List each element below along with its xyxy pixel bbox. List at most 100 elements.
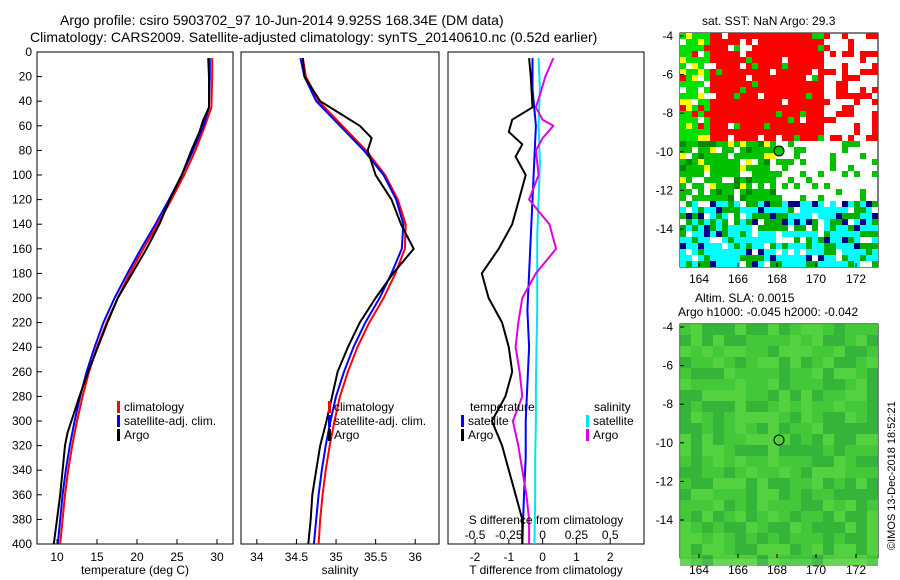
sst-pixel: [686, 117, 692, 123]
sla-cell: [702, 533, 713, 544]
sla-cell: [691, 511, 702, 522]
sst-pixel: [758, 177, 764, 183]
sst-pixel: [770, 75, 776, 81]
sst-pixel: [758, 69, 764, 75]
sst-pixel: [848, 237, 854, 243]
sst-pixel: [728, 231, 734, 237]
sst-pixel: [788, 33, 794, 39]
sla-cell: [867, 401, 878, 412]
sst-pixel: [692, 93, 698, 99]
sst-pixel: [848, 39, 854, 45]
x-tick-label: 2: [607, 550, 614, 564]
sla-cell: [713, 511, 724, 522]
sla-cell: [735, 555, 746, 566]
sst-pixel: [812, 135, 818, 141]
legend-t-argo: Argo: [468, 428, 494, 442]
sst-pixel: [860, 195, 866, 201]
sla-cell: [790, 500, 801, 511]
sst-pixel: [800, 207, 806, 213]
sst-pixel: [818, 69, 824, 75]
sla-cell: [801, 335, 812, 346]
sst-pixel: [740, 237, 746, 243]
sst-pixel: [758, 189, 764, 195]
sst-pixel: [776, 51, 782, 57]
sst-pixel: [794, 237, 800, 243]
sst-pixel: [800, 105, 806, 111]
sst-pixel: [842, 219, 848, 225]
sla-cell: [757, 522, 768, 533]
sst-pixel: [752, 99, 758, 105]
sla-cell: [790, 511, 801, 522]
sst-pixel: [872, 231, 878, 237]
sst-pixel: [734, 183, 740, 189]
sla-cell: [867, 500, 878, 511]
sla-cell: [856, 390, 867, 401]
sst-pixel: [728, 171, 734, 177]
sst-pixel: [722, 105, 728, 111]
x-tick-label: -1: [503, 550, 514, 564]
sst-pixel: [788, 69, 794, 75]
sst-pixel: [824, 69, 830, 75]
sst-pixel: [746, 141, 752, 147]
depth-tick-label: 320: [12, 439, 32, 453]
sst-pixel: [710, 105, 716, 111]
sst-pixel: [842, 249, 848, 255]
sla-cell: [801, 412, 812, 423]
sst-pixel: [848, 111, 854, 117]
salinity-difference-axis: -0.5 -0.25 0 0.25 0.5: [465, 528, 619, 542]
sst-pixel: [698, 87, 704, 93]
sst-pixel: [866, 219, 872, 225]
sla-cell: [680, 423, 691, 434]
sst-pixel: [794, 147, 800, 153]
sst-pixel: [698, 243, 704, 249]
sla-cell: [724, 357, 735, 368]
sla-cell: [713, 434, 724, 445]
sst-pixel: [692, 243, 698, 249]
sst-pixel: [788, 45, 794, 51]
sst-pixel: [722, 99, 728, 105]
lat-tick-label: -10: [656, 436, 674, 450]
sst-pixel: [716, 57, 722, 63]
sst-pixel: [806, 111, 812, 117]
sst-pixel: [806, 75, 812, 81]
sla-cell: [856, 511, 867, 522]
sst-pixel: [788, 51, 794, 57]
lon-tick-label: 166: [728, 272, 748, 286]
sst-pixel: [782, 261, 788, 267]
header-line-2: Climatology: CARS2009. Satellite-adjuste…: [30, 29, 597, 45]
sla-cell: [812, 445, 823, 456]
sla-cell: [790, 478, 801, 489]
sst-pixel: [782, 237, 788, 243]
legend-s-satellite: satellite: [593, 414, 634, 428]
sst-map-title: sat. SST: NaN Argo: 29.3: [702, 14, 836, 28]
sst-pixel: [716, 201, 722, 207]
sla-cell: [702, 368, 713, 379]
sla-cell: [801, 423, 812, 434]
sst-pixel: [692, 111, 698, 117]
sst-pixel: [722, 249, 728, 255]
sst-pixel: [806, 105, 812, 111]
sst-pixel: [704, 213, 710, 219]
sla-cell: [746, 423, 757, 434]
sst-pixel: [746, 249, 752, 255]
sla-cell: [713, 412, 724, 423]
sst-pixel: [806, 201, 812, 207]
sst-pixel: [752, 129, 758, 135]
sst-pixel: [686, 105, 692, 111]
sla-cell: [801, 511, 812, 522]
sst-pixel: [728, 201, 734, 207]
sst-pixel: [692, 63, 698, 69]
sst-pixel: [848, 231, 854, 237]
sst-pixel: [698, 189, 704, 195]
sst-pixel: [740, 165, 746, 171]
sla-cell: [823, 324, 834, 335]
sla-cell: [779, 445, 790, 456]
sla-cell: [801, 478, 812, 489]
sst-pixel: [866, 243, 872, 249]
depth-tick-label: 80: [19, 143, 33, 157]
sst-pixel: [746, 51, 752, 57]
sst-pixel: [680, 93, 686, 99]
sst-pixel: [686, 261, 692, 267]
sst-pixel: [842, 33, 848, 39]
sst-pixel: [794, 33, 800, 39]
